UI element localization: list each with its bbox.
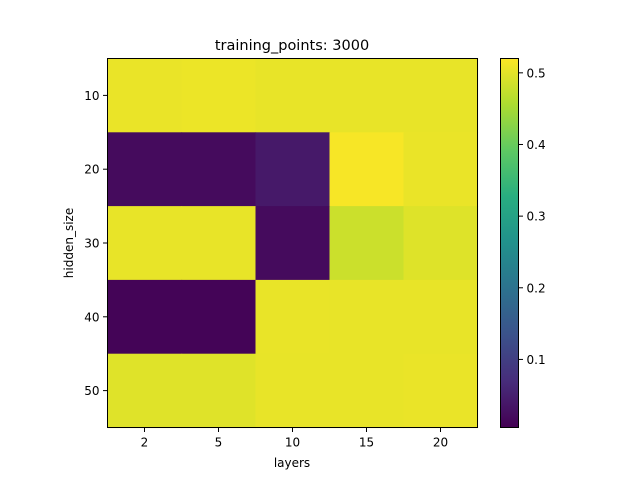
y-tick-label: 50 bbox=[84, 384, 99, 398]
heatmap-cell bbox=[255, 279, 331, 355]
y-tick-label: 10 bbox=[84, 89, 99, 103]
x-tick-label: 5 bbox=[215, 436, 223, 450]
heatmap-cell bbox=[181, 279, 257, 355]
colorbar-tick-label: 0.1 bbox=[527, 353, 546, 367]
heatmap-cell bbox=[403, 132, 479, 207]
colorbar-tick-label: 0.3 bbox=[527, 210, 546, 224]
heatmap-cell bbox=[107, 58, 183, 133]
colorbar-tick-label: 0.5 bbox=[527, 66, 546, 80]
heatmap-cell bbox=[181, 206, 257, 281]
x-tick-label: 2 bbox=[141, 436, 149, 450]
heatmap-cell bbox=[329, 279, 405, 355]
y-axis-ticks: 10 20 30 40 50 bbox=[84, 89, 108, 398]
x-axis-ticks: 2 5 10 15 20 bbox=[141, 427, 448, 450]
heatmap-cell bbox=[329, 353, 405, 429]
heatmap-cell bbox=[107, 279, 183, 355]
y-tick-label: 20 bbox=[84, 163, 99, 177]
heatmap-cell bbox=[255, 132, 331, 207]
heatmap-cell bbox=[329, 58, 405, 133]
colorbar-ticks: 0.1 0.2 0.3 0.4 0.5 bbox=[518, 66, 546, 367]
heatmap-cell bbox=[107, 132, 183, 207]
x-tick-label: 10 bbox=[285, 436, 300, 450]
heatmap-cell bbox=[255, 206, 331, 281]
heatmap-cell bbox=[403, 279, 479, 355]
heatmap-cell bbox=[255, 58, 331, 133]
heatmap-cell bbox=[329, 206, 405, 281]
heatmap-cell bbox=[107, 206, 183, 281]
heatmap-cell bbox=[403, 206, 479, 281]
heatmap-cell bbox=[181, 353, 257, 429]
colorbar-tick-label: 0.2 bbox=[527, 281, 546, 295]
heatmap-cells bbox=[107, 58, 479, 429]
heatmap-cell bbox=[403, 58, 479, 133]
y-tick-label: 30 bbox=[84, 237, 99, 251]
heatmap-cell bbox=[107, 353, 183, 429]
heatmap-cell bbox=[403, 353, 479, 429]
x-tick-label: 20 bbox=[433, 436, 448, 450]
y-axis-label: hidden_size bbox=[62, 208, 76, 278]
heatmap-cell bbox=[181, 132, 257, 207]
x-tick-label: 15 bbox=[359, 436, 374, 450]
chart-title: training_points: 3000 bbox=[215, 38, 369, 54]
x-axis-label: layers bbox=[274, 456, 310, 470]
heatmap-cell bbox=[181, 58, 257, 133]
colorbar bbox=[500, 58, 518, 427]
heatmap-cell bbox=[329, 132, 405, 207]
heatmap-cell bbox=[255, 353, 331, 429]
y-tick-label: 40 bbox=[84, 310, 99, 324]
colorbar-tick-label: 0.4 bbox=[527, 138, 546, 152]
colorbar-frame bbox=[500, 58, 519, 428]
